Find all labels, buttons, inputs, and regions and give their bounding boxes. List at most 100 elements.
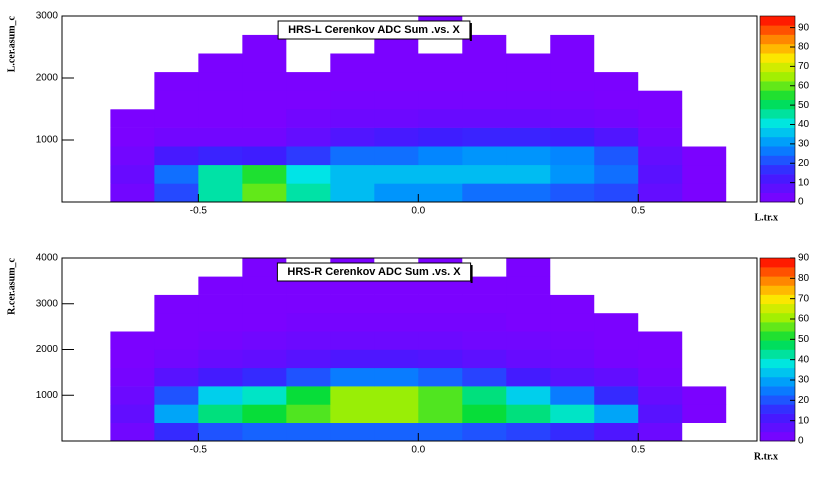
- cell: [198, 258, 243, 277]
- cell: [418, 422, 463, 441]
- z-tick-label: 0: [798, 197, 804, 208]
- cell: [550, 349, 595, 369]
- cell: [374, 294, 419, 314]
- cell: [330, 183, 375, 202]
- cell: [638, 164, 683, 184]
- y-tick-label: 2000: [36, 73, 59, 84]
- cell: [374, 183, 419, 202]
- cell: [198, 16, 243, 35]
- cell: [198, 183, 243, 202]
- cell: [726, 127, 757, 147]
- cell: [726, 16, 757, 35]
- cell: [550, 331, 595, 350]
- cell: [330, 164, 375, 184]
- z-tick-label: 40: [798, 119, 810, 130]
- cell: [418, 349, 463, 369]
- cell: [550, 386, 595, 405]
- cell: [418, 331, 463, 350]
- cell: [154, 386, 199, 405]
- y-tick-label: 1000: [36, 390, 59, 401]
- z-tick-label: 20: [798, 395, 810, 406]
- cell: [110, 276, 155, 295]
- colorbar-step: [760, 358, 795, 369]
- cell: [242, 183, 287, 202]
- cell: [242, 367, 287, 387]
- title-shadow: [470, 265, 473, 283]
- cell: [594, 71, 639, 91]
- cell: [374, 109, 419, 128]
- cell: [286, 90, 331, 110]
- cell: [374, 90, 419, 110]
- x-tick-label: 0.0: [411, 206, 425, 217]
- cell: [66, 16, 111, 35]
- cell: [330, 90, 375, 110]
- colorbar-step: [760, 62, 795, 73]
- z-tick-label: 70: [798, 293, 810, 304]
- cell: [506, 258, 551, 277]
- cell: [154, 34, 199, 54]
- cell: [594, 109, 639, 128]
- cell: [550, 422, 595, 441]
- colorbar-step: [760, 192, 795, 203]
- z-tick-label: 90: [798, 22, 810, 33]
- cell: [550, 294, 595, 314]
- cell: [462, 127, 507, 147]
- cell: [506, 183, 551, 202]
- cell: [638, 16, 683, 35]
- cell: [242, 71, 287, 91]
- cell: [66, 183, 111, 202]
- cell: [682, 294, 727, 314]
- cell: [462, 276, 507, 295]
- cell: [594, 53, 639, 73]
- cell: [418, 367, 463, 387]
- cell: [154, 258, 199, 277]
- cell: [594, 127, 639, 147]
- cell: [594, 404, 639, 423]
- cell: [418, 53, 463, 73]
- colorbar-step: [760, 118, 795, 128]
- cell: [286, 146, 331, 166]
- colorbar-step: [760, 422, 795, 433]
- colorbar-step: [760, 16, 795, 26]
- cell: [110, 164, 155, 184]
- cell: [726, 90, 757, 110]
- cell: [638, 34, 683, 54]
- cell: [726, 312, 757, 332]
- cell: [66, 34, 111, 54]
- cell: [682, 34, 727, 54]
- cell: [66, 276, 111, 295]
- cell: [418, 183, 463, 202]
- cell: [154, 90, 199, 110]
- x-tick-label: 0.0: [411, 445, 425, 456]
- cell: [154, 127, 199, 147]
- cell: [506, 53, 551, 73]
- cell: [154, 71, 199, 91]
- y-tick-label: 4000: [36, 253, 59, 264]
- y-axis-label: R.cer.asum_c: [6, 257, 17, 314]
- cell: [330, 386, 375, 405]
- cell: [154, 312, 199, 332]
- cell: [154, 276, 199, 295]
- colorbar-step: [760, 43, 795, 54]
- colorbar-step: [760, 276, 795, 286]
- cell: [418, 71, 463, 91]
- z-tick-label: 10: [798, 177, 810, 188]
- z-tick-label: 60: [798, 314, 810, 325]
- cell: [638, 53, 683, 73]
- cell: [110, 258, 155, 277]
- colorbar-step: [760, 294, 795, 305]
- cell: [198, 386, 243, 405]
- colorbar-frame: [759, 257, 796, 442]
- cell: [154, 183, 199, 202]
- cell: [726, 367, 757, 387]
- cell: [638, 422, 683, 441]
- cell: [682, 258, 727, 277]
- colorbar-step: [760, 303, 795, 314]
- cell: [594, 386, 639, 405]
- cell: [66, 109, 111, 128]
- cell: [330, 367, 375, 387]
- cell: [286, 183, 331, 202]
- cell: [242, 331, 287, 350]
- cell: [638, 386, 683, 405]
